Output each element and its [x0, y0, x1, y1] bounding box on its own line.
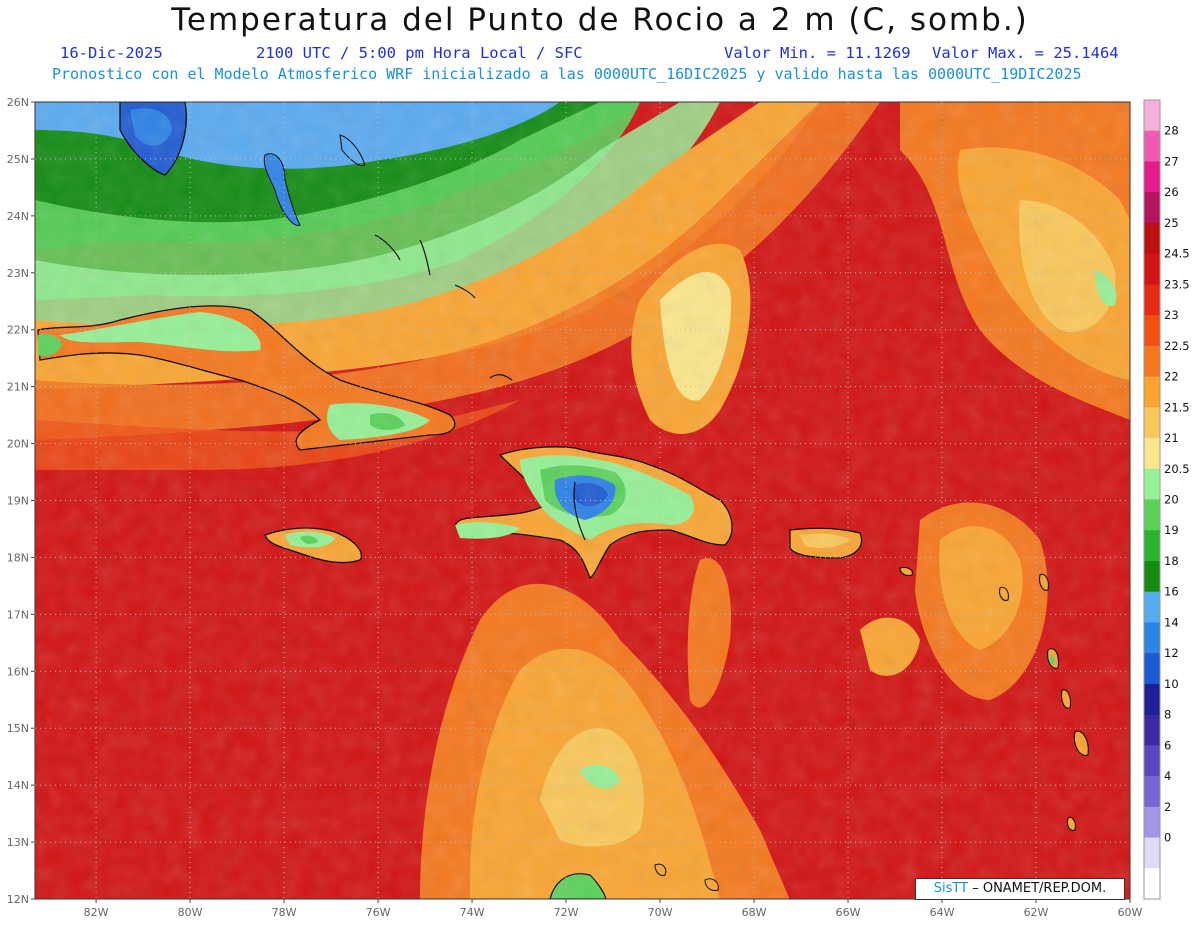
brand-logo: SisTT: [933, 881, 969, 896]
legend-swatch: [1144, 222, 1160, 255]
legend-swatch: [1144, 315, 1160, 347]
legend-label: 4: [1164, 769, 1171, 783]
lat-tick-label: 16N: [7, 665, 29, 678]
legend-label: 14: [1164, 615, 1179, 629]
legend-label: 21: [1164, 431, 1179, 445]
lat-tick-label: 22N: [7, 324, 29, 337]
max-value-label: Valor Max. = 25.1464: [932, 44, 1119, 62]
lon-tick-label: 60W: [1118, 906, 1143, 919]
legend-label: 25: [1164, 216, 1179, 230]
lat-tick-label: 23N: [7, 267, 29, 280]
lon-tick-label: 80W: [178, 906, 203, 919]
min-value-label: Valor Min. = 11.1269: [724, 44, 911, 62]
legend-swatch: [1144, 683, 1160, 716]
model-info: Pronostico con el Modelo Atmosferico WRF…: [52, 65, 1082, 83]
legend-swatch: [1144, 407, 1160, 439]
legend-swatch: [1144, 130, 1160, 162]
legend-swatch: [1144, 161, 1160, 193]
forecast-time-info: 2100 UTC / 5:00 pm Hora Local / SFC: [256, 44, 583, 62]
lat-tick-label: 18N: [7, 551, 29, 564]
latitude-axis: 26N 25N 24N 23N 22N 21N 20N 19N 18N 17N 16N 15N 14N 1…: [7, 96, 35, 906]
legend-label: 27: [1164, 154, 1179, 168]
legend-label: 28: [1164, 124, 1179, 138]
legend-label: 18: [1164, 554, 1179, 568]
lon-tick-label: 66W: [836, 906, 861, 919]
forecast-date: 16-Dic-2025: [60, 44, 163, 62]
color-legend: 2827262524.523.52322.52221.52120.5201918…: [1143, 99, 1190, 900]
legend-label: 21.5: [1164, 400, 1190, 414]
lon-tick-label: 74W: [460, 906, 485, 919]
legend-label: 20.5: [1164, 462, 1190, 476]
legend-swatch: [1144, 622, 1160, 654]
legend-swatch: [1144, 776, 1160, 808]
legend-label: 23.5: [1164, 277, 1190, 291]
legend-swatch: [1144, 192, 1160, 224]
legend-swatch: [1144, 499, 1160, 531]
lat-tick-label: 17N: [7, 608, 29, 621]
map-title: Temperatura del Punto de Rocio a 2 m (C,…: [171, 2, 1029, 38]
legend-swatch: [1144, 530, 1160, 562]
lon-tick-label: 64W: [930, 906, 955, 919]
lon-tick-label: 62W: [1024, 906, 1049, 919]
legend-swatch: [1144, 868, 1160, 900]
legend-swatch: [1144, 560, 1160, 593]
legend-label: 26: [1164, 185, 1179, 199]
lat-tick-label: 21N: [7, 381, 29, 394]
legend-label: 10: [1164, 677, 1179, 691]
watermark-text: – ONAMET/REP.DOM.: [972, 881, 1107, 896]
watermark: SisTT – ONAMET/REP.DOM.: [915, 878, 1125, 900]
lat-tick-label: 12N: [7, 893, 29, 906]
legend-swatch: [1144, 653, 1160, 685]
lat-tick-label: 25N: [7, 153, 29, 166]
legend-swatch: [1144, 591, 1160, 623]
legend-label: 22.5: [1164, 339, 1190, 353]
legend-label: 8: [1164, 708, 1171, 722]
lat-tick-label: 19N: [7, 495, 29, 508]
longitude-axis: 82W 80W 78W 76W 74W 72W 70W 68W 66W 64W 62W 60W: [84, 899, 1143, 919]
legend-swatch: [1144, 468, 1160, 500]
legend-swatch: [1144, 438, 1160, 470]
legend-swatch: [1144, 100, 1160, 132]
dew-point-field: [35, 102, 1130, 899]
lat-tick-label: 13N: [7, 836, 29, 849]
legend-swatch: [1144, 806, 1160, 839]
legend-swatch: [1144, 376, 1160, 408]
legend-label: 24.5: [1164, 247, 1190, 261]
lon-tick-label: 70W: [648, 906, 673, 919]
legend-label: 20: [1164, 493, 1179, 507]
legend-label: 6: [1164, 738, 1171, 752]
legend-swatch: [1144, 253, 1160, 285]
lat-tick-label: 20N: [7, 438, 29, 451]
legend-swatch: [1144, 837, 1160, 869]
lat-tick-label: 15N: [7, 722, 29, 735]
lat-tick-label: 24N: [7, 210, 29, 223]
lat-tick-label: 14N: [7, 779, 29, 792]
legend-label: 22: [1164, 370, 1179, 384]
lon-tick-label: 82W: [84, 906, 109, 919]
legend-label: 23: [1164, 308, 1179, 322]
legend-swatch: [1144, 745, 1160, 777]
lon-tick-label: 78W: [272, 906, 297, 919]
lat-tick-label: 26N: [7, 96, 29, 109]
legend-label: 19: [1164, 523, 1179, 537]
lon-tick-label: 76W: [366, 906, 391, 919]
lon-tick-label: 72W: [554, 906, 579, 919]
legend-label: 16: [1164, 585, 1179, 599]
lon-tick-label: 68W: [742, 906, 767, 919]
legend-swatch: [1144, 284, 1160, 316]
legend-swatch: [1144, 714, 1160, 746]
legend-swatch: [1144, 345, 1160, 378]
legend-label: 2: [1164, 800, 1171, 814]
legend-label: 0: [1164, 831, 1171, 845]
legend-label: 12: [1164, 646, 1179, 660]
